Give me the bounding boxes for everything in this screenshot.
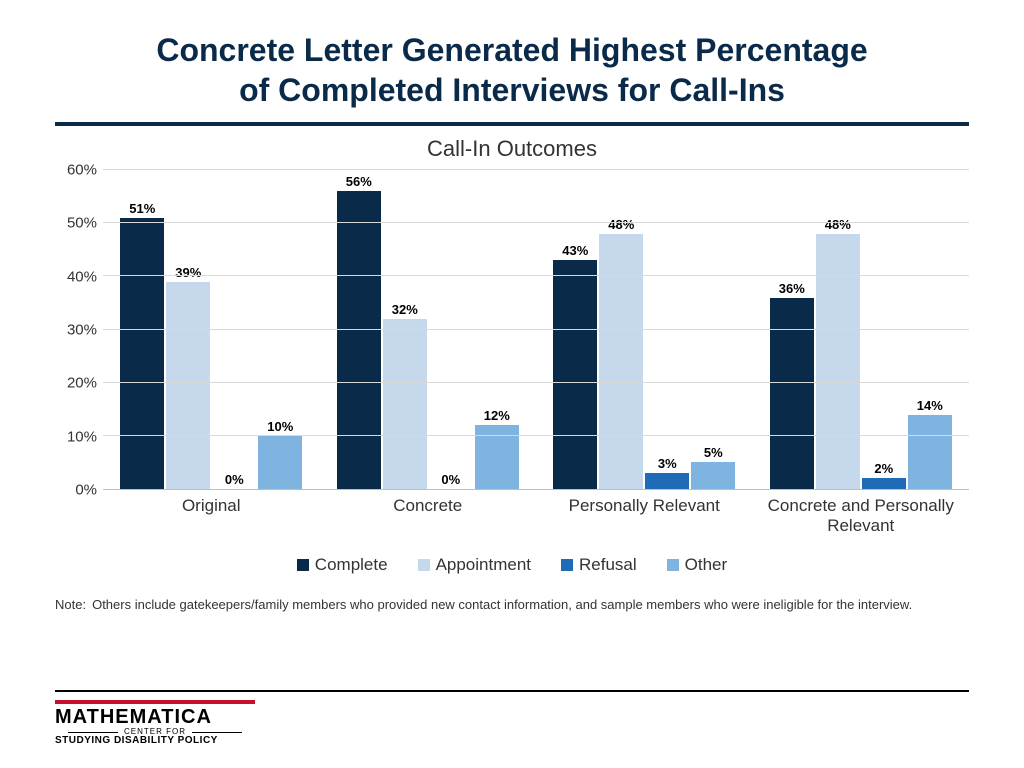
bar: [258, 436, 302, 489]
legend-swatch: [418, 559, 430, 571]
bar-value-label: 48%: [825, 217, 851, 232]
title-line-2: of Completed Interviews for Call-Ins: [239, 72, 785, 108]
page-title: Concrete Letter Generated Highest Percen…: [55, 30, 969, 110]
bar-value-label: 39%: [175, 265, 201, 280]
footnote: Note: Others include gatekeepers/family …: [55, 597, 969, 614]
footer: MATHEMATICA CENTER FOR STUDYING DISABILI…: [55, 690, 969, 746]
bar-wrap: 56%: [337, 170, 381, 489]
bar-value-label: 0%: [225, 472, 244, 487]
title-rule: [55, 122, 969, 126]
gridline: [103, 382, 969, 383]
bar: [599, 234, 643, 489]
gridline: [103, 222, 969, 223]
bar-value-label: 10%: [267, 419, 293, 434]
gridline: [103, 435, 969, 436]
bar-wrap: 0%: [429, 170, 473, 489]
bar-group: 43% 48% 3% 5%: [536, 170, 753, 489]
legend-label: Other: [685, 555, 728, 575]
y-axis: 0%10%20%30%40%50%60%: [55, 170, 103, 490]
bar-value-label: 3%: [658, 456, 677, 471]
bar-value-label: 12%: [484, 408, 510, 423]
bar: [862, 478, 906, 489]
logo-main: MATHEMATICA: [55, 707, 969, 727]
x-label: Original: [103, 490, 320, 537]
logo-sub2: STUDYING DISABILITY POLICY: [55, 736, 969, 746]
legend-item: Appointment: [418, 555, 531, 575]
y-tick: 0%: [75, 482, 97, 499]
bar-wrap: 48%: [599, 170, 643, 489]
bar-wrap: 3%: [645, 170, 689, 489]
bar: [645, 473, 689, 489]
chart-title: Call-In Outcomes: [55, 136, 969, 162]
bar: [553, 260, 597, 489]
gridline: [103, 275, 969, 276]
bar-value-label: 32%: [392, 302, 418, 317]
bar-wrap: 10%: [258, 170, 302, 489]
bar-wrap: 14%: [908, 170, 952, 489]
bar-wrap: 36%: [770, 170, 814, 489]
bar: [908, 415, 952, 489]
legend-item: Complete: [297, 555, 388, 575]
legend-swatch: [561, 559, 573, 571]
bar: [383, 319, 427, 489]
bar-wrap: 48%: [816, 170, 860, 489]
bar-group: 51% 39% 0% 10%: [103, 170, 320, 489]
x-label: Concrete and Personally Relevant: [753, 490, 970, 537]
bar-value-label: 48%: [608, 217, 634, 232]
plot: 51% 39% 0% 10% 56% 32% 0% 12% 43% 48% 3% 5% 36% 48% 2%…: [103, 170, 969, 490]
bar-wrap: 43%: [553, 170, 597, 489]
gridline: [103, 329, 969, 330]
bar: [770, 298, 814, 489]
bar-wrap: 0%: [212, 170, 256, 489]
bar: [816, 234, 860, 489]
bar-wrap: 12%: [475, 170, 519, 489]
bar-value-label: 56%: [346, 174, 372, 189]
bar: [691, 462, 735, 489]
y-tick: 60%: [67, 162, 97, 179]
legend-item: Refusal: [561, 555, 637, 575]
bar-wrap: 2%: [862, 170, 906, 489]
title-line-1: Concrete Letter Generated Highest Percen…: [156, 32, 867, 68]
legend-swatch: [667, 559, 679, 571]
bar: [337, 191, 381, 489]
bar-value-label: 14%: [917, 398, 943, 413]
bar-value-label: 43%: [562, 243, 588, 258]
note-text: Others include gatekeepers/family member…: [92, 597, 912, 614]
footer-rule: [55, 690, 969, 692]
bar-value-label: 2%: [874, 461, 893, 476]
bar-wrap: 32%: [383, 170, 427, 489]
gridline: [103, 169, 969, 170]
note-label: Note:: [55, 597, 86, 614]
legend: Complete Appointment Refusal Other: [55, 555, 969, 575]
slide: Concrete Letter Generated Highest Percen…: [0, 0, 1024, 768]
legend-item: Other: [667, 555, 728, 575]
bar-wrap: 39%: [166, 170, 210, 489]
logo: MATHEMATICA CENTER FOR STUDYING DISABILI…: [55, 700, 969, 746]
x-label: Personally Relevant: [536, 490, 753, 537]
legend-swatch: [297, 559, 309, 571]
y-tick: 20%: [67, 375, 97, 392]
bar-group: 56% 32% 0% 12%: [320, 170, 537, 489]
bar-groups: 51% 39% 0% 10% 56% 32% 0% 12% 43% 48% 3% 5% 36% 48% 2%…: [103, 170, 969, 489]
bar-wrap: 51%: [120, 170, 164, 489]
bar-group: 36% 48% 2% 14%: [753, 170, 970, 489]
legend-label: Complete: [315, 555, 388, 575]
legend-label: Appointment: [436, 555, 531, 575]
x-axis-labels: OriginalConcretePersonally RelevantConcr…: [103, 490, 969, 537]
bar: [166, 282, 210, 489]
y-tick: 40%: [67, 268, 97, 285]
bar-value-label: 0%: [441, 472, 460, 487]
bar: [120, 218, 164, 489]
bar-wrap: 5%: [691, 170, 735, 489]
y-tick: 50%: [67, 215, 97, 232]
y-tick: 10%: [67, 428, 97, 445]
bar-value-label: 36%: [779, 281, 805, 296]
bar-value-label: 5%: [704, 445, 723, 460]
legend-label: Refusal: [579, 555, 637, 575]
y-tick: 30%: [67, 322, 97, 339]
logo-redbar: [55, 700, 255, 704]
x-label: Concrete: [320, 490, 537, 537]
chart-area: 0%10%20%30%40%50%60% 51%39%0%10%56%32%0%…: [55, 170, 969, 490]
bar-value-label: 51%: [129, 201, 155, 216]
